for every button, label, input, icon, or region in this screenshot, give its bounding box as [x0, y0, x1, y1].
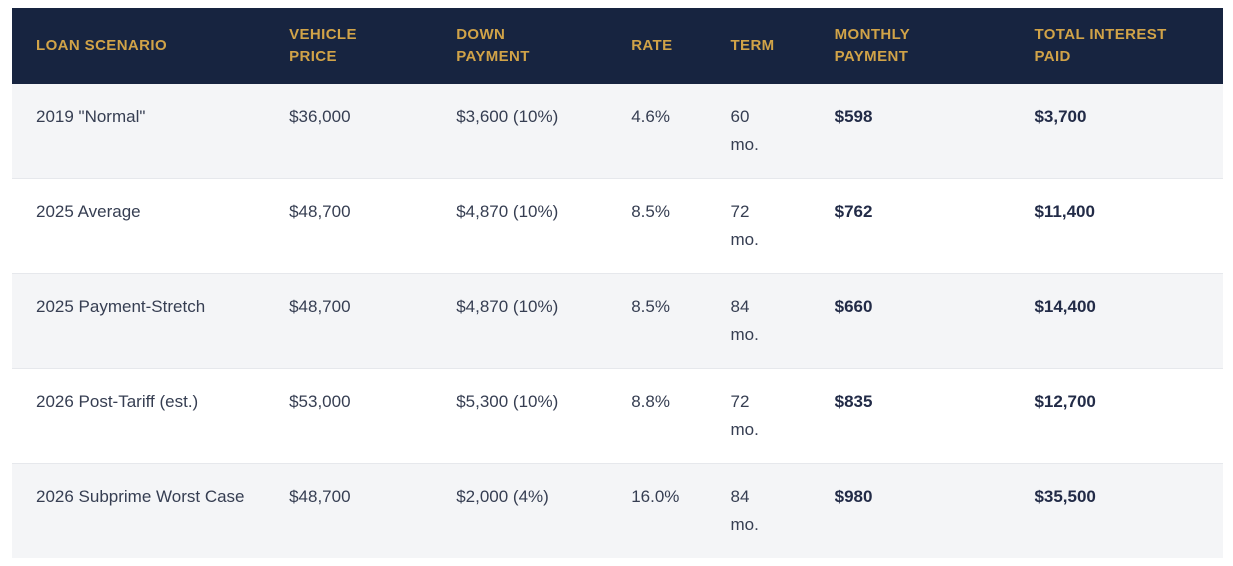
cell-loan-scenario: 2025 Average [36, 202, 141, 221]
cell-rate: 4.6% [631, 107, 670, 126]
column-header-rate: RATE [607, 8, 706, 84]
cell-down-payment: $5,300 (10%) [456, 392, 559, 411]
cell-rate: 8.5% [631, 202, 670, 221]
column-header-loan-scenario: LOAN SCENARIO [12, 8, 265, 84]
cell-loan-scenario: 2025 Payment-Stretch [36, 297, 206, 316]
cell-loan-scenario: 2026 Subprime Worst Case [36, 487, 245, 506]
column-header-label: MONTHLY PAYMENT [834, 26, 910, 65]
cell-monthly-payment: $660 [834, 297, 873, 316]
cell-term: 84 mo. [706, 464, 810, 559]
cell-rate: 8.5% [631, 297, 670, 316]
cell-down-payment: $4,870 (10%) [456, 202, 559, 221]
column-header-label: RATE [631, 37, 673, 54]
cell-term: 60 mo. [706, 84, 810, 179]
column-header-label: DOWN PAYMENT [456, 26, 530, 65]
cell-monthly-payment: $835 [834, 392, 873, 411]
term-value: 72 mo. [730, 202, 759, 249]
cell-rate: 16.0% [631, 487, 680, 506]
loan-comparison-table-container: LOAN SCENARIO VEHICLE PRICE DOWN PAYMENT… [12, 8, 1223, 558]
cell-vehicle-price: $48,700 [289, 202, 351, 221]
term-value: 84 mo. [730, 297, 759, 344]
cell-vehicle-price: $48,700 [289, 297, 351, 316]
cell-term: 84 mo. [706, 274, 810, 369]
cell-rate: 8.8% [631, 392, 670, 411]
term-value: 84 mo. [730, 487, 759, 534]
cell-vehicle-price: $48,700 [289, 487, 351, 506]
column-header-label: TERM [730, 37, 775, 54]
table-row-2025-average: 2025 Average $48,700 $4,870 (10%) 8.5% 7… [12, 178, 1223, 274]
column-header-down-payment: DOWN PAYMENT [432, 8, 607, 84]
cell-total-interest-paid: $35,500 [1034, 487, 1096, 506]
cell-down-payment: $3,600 (10%) [456, 107, 559, 126]
cell-total-interest-paid: $12,700 [1034, 392, 1096, 411]
cell-loan-scenario: 2026 Post-Tariff (est.) [36, 392, 199, 411]
column-header-total-interest-paid: TOTAL INTEREST PAID [1010, 8, 1223, 84]
table-row-2026-subprime-worst-case: 2026 Subprime Worst Case $48,700 $2,000 … [12, 463, 1223, 559]
cell-loan-scenario: 2019 "Normal" [36, 107, 146, 126]
cell-monthly-payment: $762 [834, 202, 873, 221]
column-header-label: TOTAL INTEREST PAID [1034, 26, 1167, 65]
cell-total-interest-paid: $14,400 [1034, 297, 1096, 316]
term-value: 60 mo. [730, 107, 759, 154]
table-row-2025-payment-stretch: 2025 Payment-Stretch $48,700 $4,870 (10%… [12, 273, 1223, 369]
cell-term: 72 mo. [706, 369, 810, 464]
loan-scenarios-table: LOAN SCENARIO VEHICLE PRICE DOWN PAYMENT… [12, 8, 1223, 558]
column-header-vehicle-price: VEHICLE PRICE [265, 8, 432, 84]
column-header-label: LOAN SCENARIO [36, 37, 168, 54]
column-header-monthly-payment: MONTHLY PAYMENT [811, 8, 1011, 84]
table-row-2019-normal: 2019 "Normal" $36,000 $3,600 (10%) 4.6% … [12, 84, 1223, 179]
column-header-label: VEHICLE PRICE [289, 26, 357, 65]
cell-total-interest-paid: $11,400 [1034, 202, 1095, 221]
cell-term: 72 mo. [706, 179, 810, 274]
cell-total-interest-paid: $3,700 [1034, 107, 1087, 126]
table-row-2026-post-tariff: 2026 Post-Tariff (est.) $53,000 $5,300 (… [12, 368, 1223, 464]
column-header-term: TERM [706, 8, 810, 84]
cell-monthly-payment: $980 [834, 487, 873, 506]
cell-down-payment: $2,000 (4%) [456, 487, 549, 506]
table-header-row: LOAN SCENARIO VEHICLE PRICE DOWN PAYMENT… [12, 8, 1223, 84]
cell-vehicle-price: $53,000 [289, 392, 351, 411]
cell-down-payment: $4,870 (10%) [456, 297, 559, 316]
cell-vehicle-price: $36,000 [289, 107, 351, 126]
term-value: 72 mo. [730, 392, 759, 439]
cell-monthly-payment: $598 [834, 107, 873, 126]
